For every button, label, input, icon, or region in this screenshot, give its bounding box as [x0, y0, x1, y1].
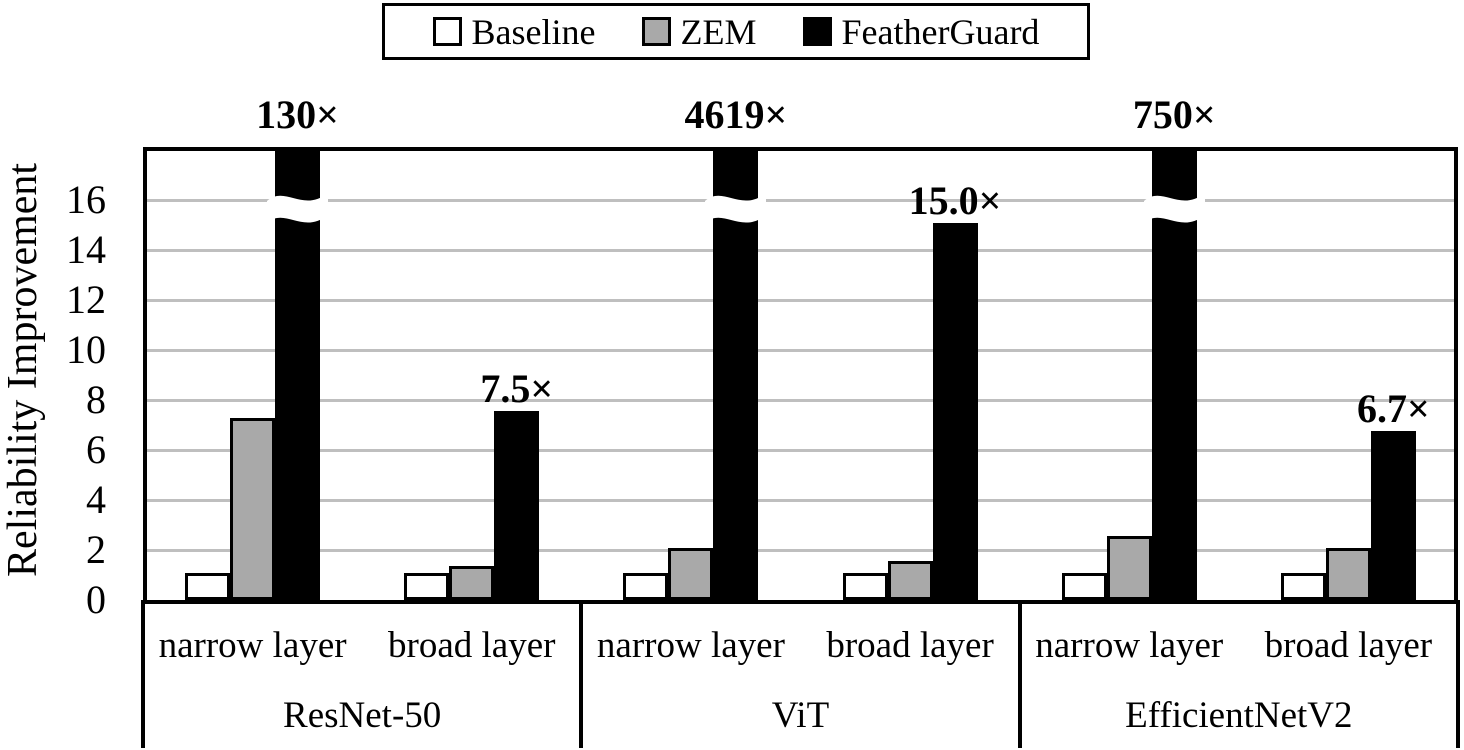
gridline-16	[143, 198, 1458, 202]
gridline-6	[143, 448, 1458, 452]
gridline-8	[143, 398, 1458, 402]
bar-efficientnetv2-broad-layer-zem	[1325, 548, 1371, 600]
bar-resnet-50-broad-layer-featherguard	[494, 410, 540, 600]
legend-box: Baseline ZEM FeatherGuard	[382, 3, 1090, 60]
axis-break-icon	[267, 183, 329, 240]
bar-value-label: 15.0×	[908, 178, 1002, 223]
y-tick-label-4: 4	[86, 477, 106, 522]
x-category-label: narrow layer	[596, 625, 785, 666]
category-separator	[1456, 600, 1460, 748]
y-tick-label-0: 0	[86, 577, 106, 622]
gridline-4	[143, 498, 1458, 502]
y-tick-label-16: 16	[66, 177, 106, 222]
bar-efficientnetv2-broad-layer-featherguard	[1370, 430, 1416, 600]
x-category-label: narrow layer	[1035, 625, 1224, 666]
y-tick-label-10: 10	[66, 327, 106, 372]
bar-resnet-50-narrow-layer-baseline	[185, 573, 231, 600]
bar-value-label: 4619×	[684, 92, 788, 137]
gridline-14	[143, 248, 1458, 252]
x-model-label-efficientnetv2: EfficientNetV2	[1125, 695, 1353, 736]
bar-resnet-50-narrow-layer-featherguard	[275, 147, 321, 604]
plot-area	[143, 147, 1458, 604]
y-tick-label-12: 12	[66, 277, 106, 322]
legend-swatch-zem-icon	[641, 17, 671, 46]
bar-vit-broad-layer-featherguard	[932, 223, 978, 600]
bar-vit-broad-layer-zem	[887, 560, 933, 600]
x-category-label: broad layer	[388, 625, 556, 666]
legend-swatch-baseline-icon	[432, 17, 462, 46]
bar-vit-narrow-layer-featherguard	[713, 147, 759, 604]
x-model-label-resnet-50: ResNet-50	[283, 695, 442, 736]
legend-label: Baseline	[471, 11, 596, 52]
bar-value-label: 130×	[256, 92, 339, 137]
legend-item-baseline: Baseline	[432, 11, 596, 53]
legend-swatch-featherguard-icon	[802, 17, 832, 46]
bar-vit-broad-layer-baseline	[842, 573, 888, 600]
bar-efficientnetv2-narrow-layer-featherguard	[1151, 147, 1197, 604]
bar-resnet-50-broad-layer-baseline	[404, 573, 450, 600]
bar-efficientnetv2-broad-layer-baseline	[1280, 573, 1326, 600]
bar-vit-narrow-layer-baseline	[623, 573, 669, 600]
gridline-2	[143, 548, 1458, 552]
x-category-label: broad layer	[826, 625, 994, 666]
axis-break-icon	[1143, 183, 1205, 240]
legend-item-featherguard: FeatherGuard	[802, 11, 1040, 53]
x-category-label: narrow layer	[158, 625, 347, 666]
plot-border	[143, 147, 1458, 604]
bar-resnet-50-broad-layer-zem	[449, 565, 495, 600]
bar-value-label: 750×	[1132, 92, 1216, 137]
y-tick-label-8: 8	[86, 377, 106, 422]
bar-efficientnetv2-narrow-layer-baseline	[1061, 573, 1107, 600]
category-separator	[141, 600, 145, 748]
category-separator	[1017, 600, 1022, 748]
bar-value-label: 7.5×	[480, 365, 554, 411]
y-tick-label-14: 14	[66, 227, 106, 272]
category-separator	[579, 600, 584, 748]
bar-resnet-50-narrow-layer-zem	[230, 418, 276, 600]
legend-item-zem: ZEM	[641, 11, 757, 53]
bar-efficientnetv2-narrow-layer-zem	[1106, 535, 1152, 600]
legend-label: FeatherGuard	[841, 11, 1040, 52]
gridline-12	[143, 298, 1458, 302]
legend-label: ZEM	[680, 11, 757, 52]
x-model-label-vit: ViT	[771, 695, 830, 736]
axis-break-icon	[705, 183, 767, 240]
bar-vit-narrow-layer-zem	[668, 548, 714, 600]
gridline-10	[143, 348, 1458, 352]
y-tick-label-2: 2	[86, 527, 106, 572]
y-tick-label-6: 6	[86, 427, 106, 472]
x-category-label: broad layer	[1264, 625, 1433, 666]
bar-value-label: 6.7×	[1357, 385, 1430, 431]
